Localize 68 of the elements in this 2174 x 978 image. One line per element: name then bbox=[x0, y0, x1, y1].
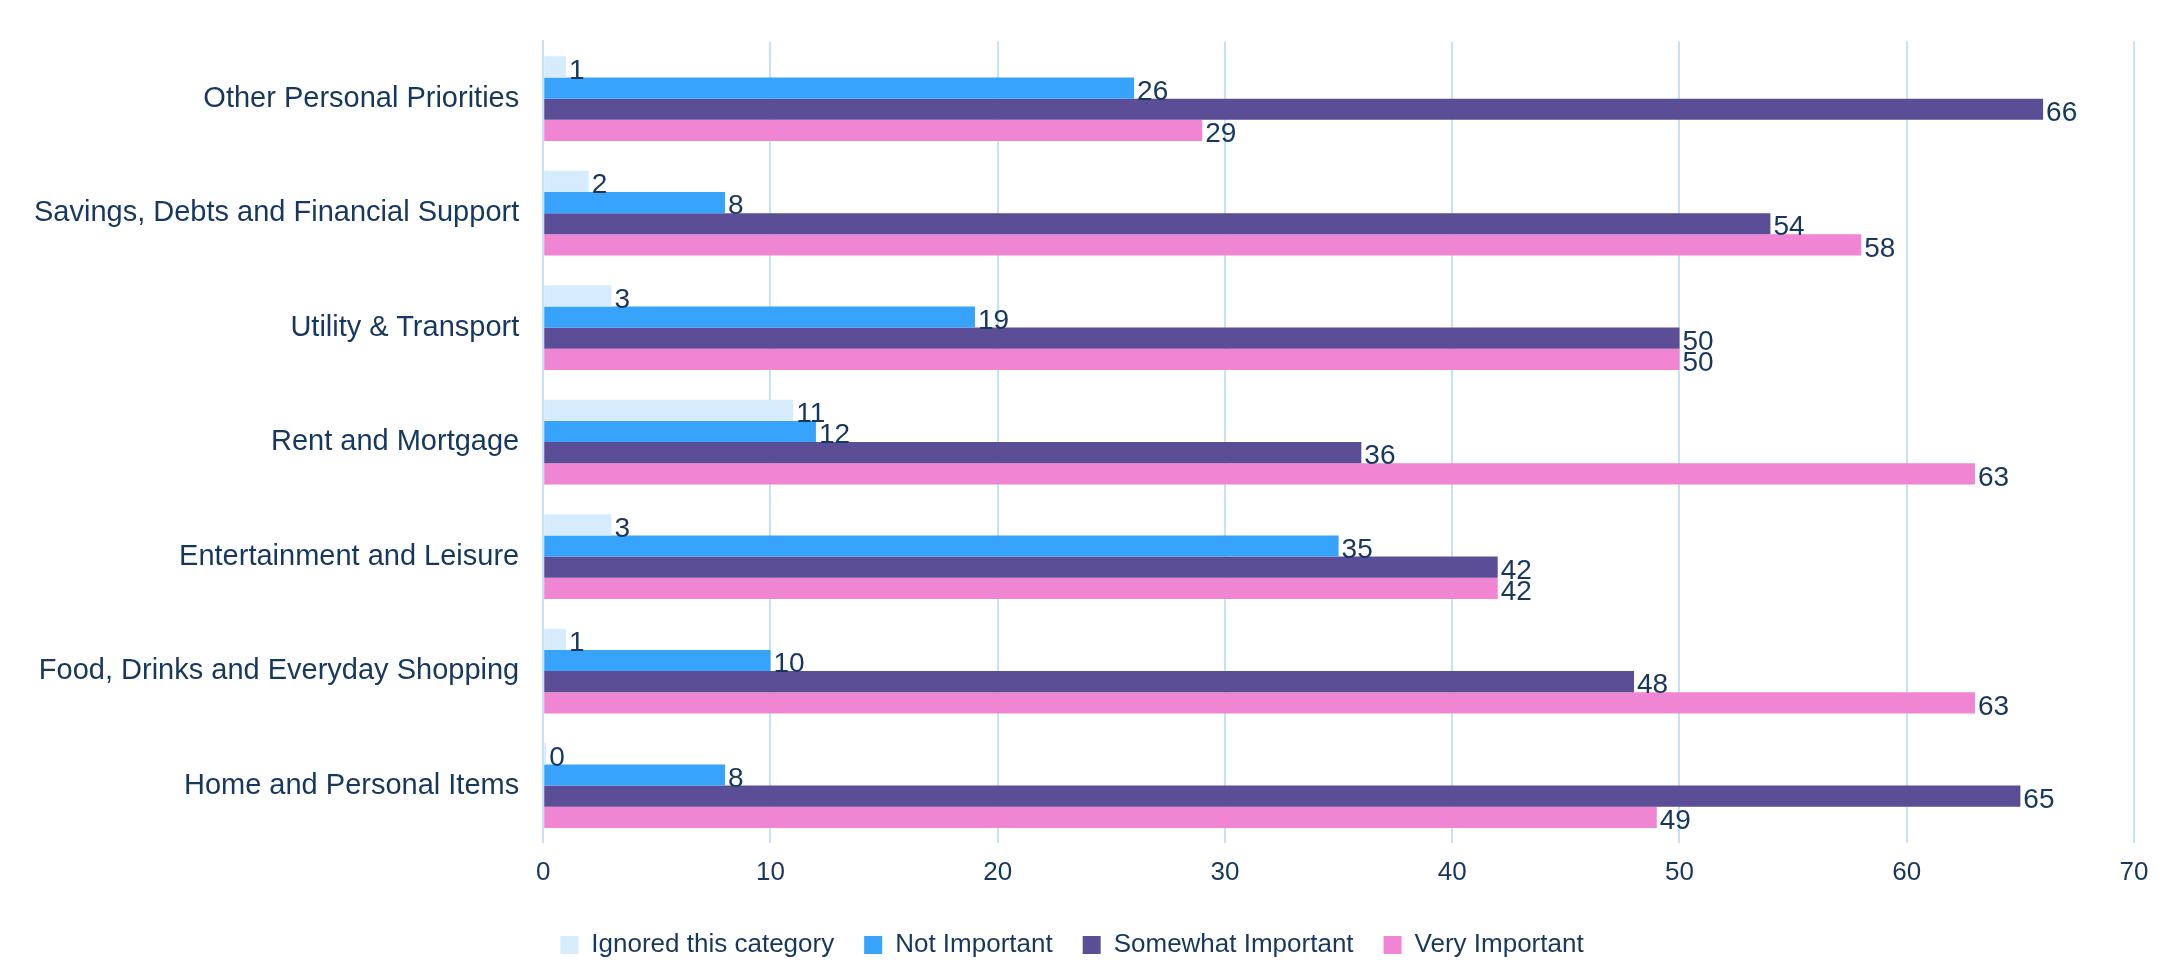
bar bbox=[544, 764, 726, 786]
data-label: 26 bbox=[1137, 74, 1169, 106]
x-tick-label: 20 bbox=[983, 855, 1013, 886]
data-label: 54 bbox=[1773, 210, 1805, 242]
bar bbox=[544, 463, 1975, 485]
data-label: 3 bbox=[614, 282, 630, 314]
data-label: 58 bbox=[1864, 231, 1896, 263]
y-tick-label: Savings, Debts and Financial Support bbox=[33, 195, 520, 228]
bar bbox=[544, 119, 1203, 141]
y-tick-label: Food, Drinks and Everyday Shopping bbox=[38, 653, 520, 686]
data-label: 10 bbox=[773, 647, 805, 679]
data-label: 8 bbox=[728, 761, 744, 793]
data-label: 2 bbox=[591, 168, 608, 200]
bar bbox=[544, 535, 1339, 557]
bar bbox=[544, 306, 976, 328]
bar bbox=[544, 649, 771, 672]
bar bbox=[544, 399, 794, 421]
x-tick-label: 0 bbox=[535, 855, 551, 886]
bar bbox=[544, 628, 566, 650]
bar bbox=[544, 577, 1498, 599]
data-label: 3 bbox=[614, 511, 630, 543]
bar bbox=[544, 671, 1635, 693]
data-label: 35 bbox=[1341, 532, 1373, 564]
data-label: 0 bbox=[549, 740, 565, 772]
bar bbox=[544, 56, 566, 78]
data-label: 1 bbox=[568, 53, 585, 85]
data-label: 8 bbox=[728, 189, 744, 221]
bar bbox=[544, 514, 612, 536]
bar bbox=[544, 785, 2021, 807]
bar bbox=[544, 556, 1498, 578]
x-tick-label: 50 bbox=[1665, 855, 1694, 886]
data-label: 1 bbox=[568, 626, 585, 658]
data-label: 48 bbox=[1637, 668, 1669, 700]
data-label: 29 bbox=[1205, 117, 1237, 149]
y-tick-label: Home and Personal Items bbox=[183, 767, 520, 800]
x-tick-label: 10 bbox=[756, 855, 785, 886]
legend-label: Ignored this category bbox=[591, 928, 835, 959]
data-label: 66 bbox=[2046, 95, 2078, 127]
legend-label: Very Important bbox=[1414, 928, 1585, 959]
x-tick-label: 70 bbox=[2119, 855, 2149, 886]
bar bbox=[544, 170, 589, 192]
data-label: 63 bbox=[1977, 460, 2010, 492]
bar bbox=[544, 98, 2044, 120]
bar bbox=[544, 806, 1657, 828]
bar bbox=[544, 234, 1862, 256]
bar bbox=[544, 327, 1680, 349]
x-tick-label: 60 bbox=[1892, 855, 1922, 886]
y-tick-label: Utility & Transport bbox=[290, 309, 520, 342]
x-tick-label: 40 bbox=[1437, 855, 1467, 886]
bar bbox=[544, 420, 816, 443]
bar bbox=[544, 285, 612, 307]
bar bbox=[544, 213, 1771, 235]
legend-label: Somewhat Important bbox=[1113, 928, 1355, 959]
y-tick-label: Rent and Mortgage bbox=[270, 424, 520, 457]
bar bbox=[544, 442, 1362, 464]
bar bbox=[544, 191, 726, 214]
x-tick-label: 30 bbox=[1210, 855, 1240, 886]
data-label: 65 bbox=[2023, 782, 2055, 814]
y-tick-label: Entertainment and Leisure bbox=[179, 538, 520, 571]
bar bbox=[544, 692, 1975, 714]
y-tick-label: Other Personal Priorities bbox=[203, 80, 520, 113]
bar bbox=[544, 348, 1680, 370]
data-label: 19 bbox=[978, 303, 1010, 335]
data-label: 36 bbox=[1364, 439, 1396, 471]
bar bbox=[544, 77, 1135, 99]
legend-label: Not Important bbox=[895, 928, 1054, 959]
data-label: 49 bbox=[1659, 804, 1691, 836]
data-label: 63 bbox=[1977, 689, 2010, 721]
